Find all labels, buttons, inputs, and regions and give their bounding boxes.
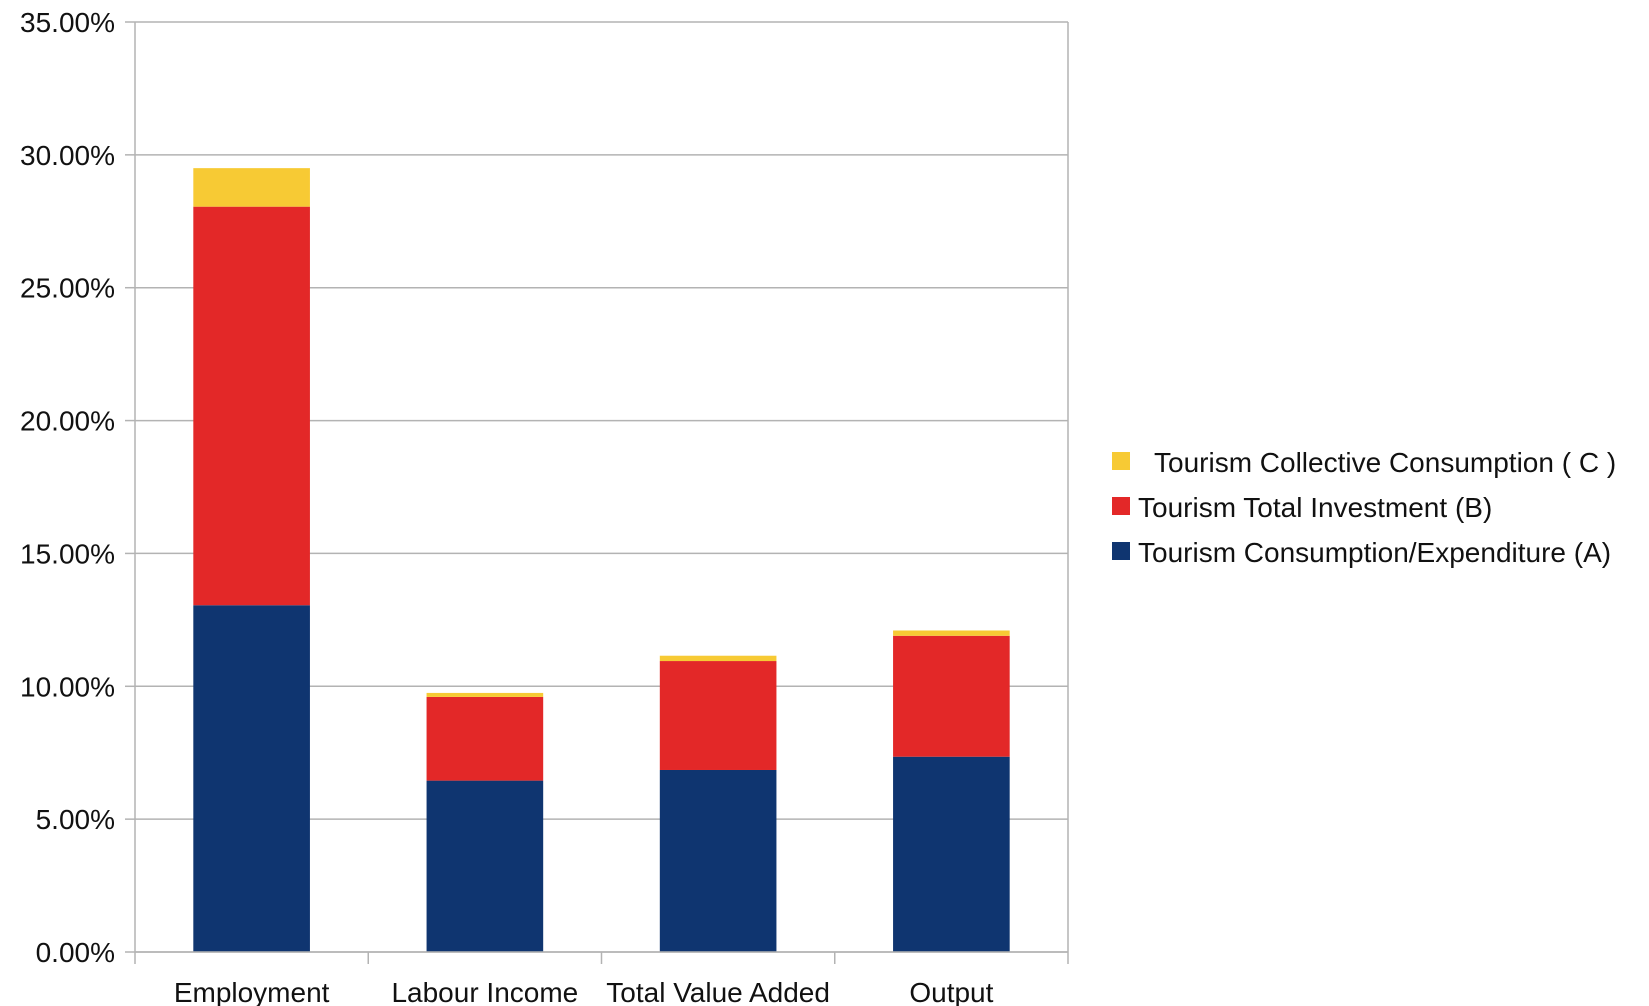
y-tick-labels: 0.00% 5.00% 10.00% 15.00% 20.00% 25.00% 30.00%…	[20, 7, 115, 968]
bar-segment-tourism-collective-consumption-c	[659, 655, 777, 662]
y-tick-label: 25.00%	[20, 273, 115, 304]
bar-segment-tourism-consumption-expenditure-a	[659, 769, 777, 952]
legend-swatch	[1112, 542, 1130, 560]
bar-segment-tourism-total-investment-b	[193, 206, 310, 606]
bar-segment-tourism-total-investment-b	[893, 635, 1010, 757]
bar-segment-tourism-collective-consumption-c	[893, 630, 1010, 636]
legend-swatch	[1112, 497, 1130, 515]
y-tick-label: 30.00%	[20, 140, 115, 171]
bar-segment-tourism-consumption-expenditure-a	[193, 605, 310, 952]
y-tick-label: 15.00%	[20, 538, 115, 569]
y-tick-label: 20.00%	[20, 406, 115, 437]
x-tick-label: Employment	[174, 977, 330, 1006]
axes	[125, 21, 1069, 964]
y-tick-label: 10.00%	[20, 671, 115, 702]
legend-label: Tourism Consumption/Expenditure (A)	[1138, 537, 1611, 568]
x-tick-label: Total Value Added	[606, 977, 830, 1006]
x-tick-label: Labour Income	[391, 977, 578, 1006]
legend-label: Tourism Collective Consumption ( C )	[1154, 447, 1616, 478]
bar-segment-tourism-consumption-expenditure-a	[893, 756, 1010, 952]
bar-segment-tourism-total-investment-b	[659, 661, 777, 770]
legend: Tourism Collective Consumption ( C ) Tour…	[1112, 447, 1616, 568]
legend-label: Tourism Total Investment (B)	[1138, 492, 1492, 523]
bar-segment-tourism-consumption-expenditure-a	[426, 780, 544, 952]
x-tick-label: Output	[909, 977, 993, 1006]
y-tick-label: 0.00%	[36, 937, 115, 968]
bar-segment-tourism-total-investment-b	[426, 696, 544, 781]
bars	[193, 168, 1010, 952]
y-tick-label: 35.00%	[20, 7, 115, 38]
bar-segment-tourism-collective-consumption-c	[426, 692, 544, 697]
legend-swatch	[1112, 452, 1130, 470]
bar-segment-tourism-collective-consumption-c	[193, 168, 310, 207]
y-tick-label: 5.00%	[36, 804, 115, 835]
x-tick-labels: Employment Labour Income Total Value Added…	[174, 977, 994, 1006]
